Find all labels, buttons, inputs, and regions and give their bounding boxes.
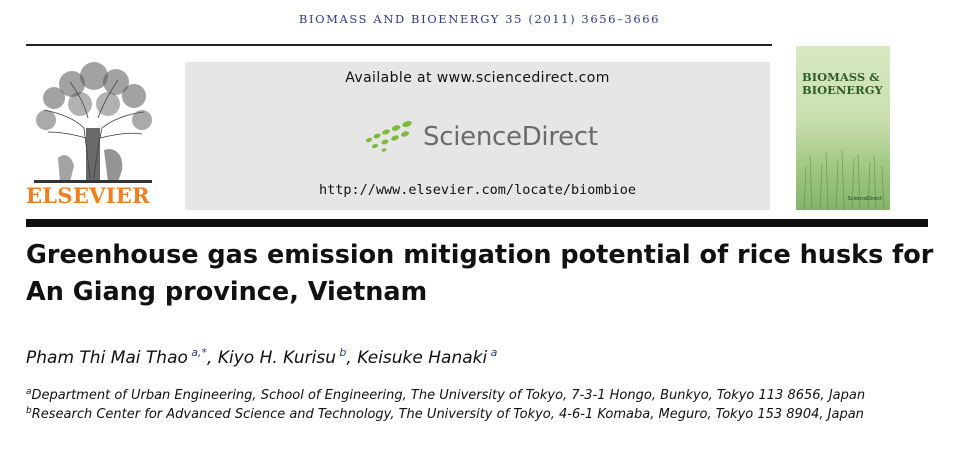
cover-footer-brand: ScienceDirect [847, 196, 882, 202]
journal-cover-image: BIOMASS & BIOENERGY ScienceDirect [796, 46, 890, 210]
cover-grass-illustration [803, 149, 885, 210]
sciencedirect-banner: Available at www.sciencedirect.com Scien… [185, 62, 770, 210]
affiliation-mark: b [26, 406, 32, 416]
author-name: Kiyo H. Kurisu [217, 348, 336, 368]
author-affiliation-mark[interactable]: a [490, 346, 498, 359]
author-name: Pham Thi Mai Thao [26, 348, 188, 368]
available-at-text: Available at www.sciencedirect.com [345, 70, 610, 86]
author-list: Pham Thi Mai Thao a,*, Kiyo H. Kurisu b,… [26, 346, 497, 368]
affiliation-mark: a [26, 387, 32, 397]
cover-title-line2: BIOENERGY [802, 83, 883, 97]
sciencedirect-leaf-icon [365, 120, 412, 152]
journal-url-link[interactable]: http://www.elsevier.com/locate/biombioe [319, 182, 636, 198]
author-separator: , [207, 348, 218, 368]
article-title: Greenhouse gas emission mitigation poten… [26, 240, 934, 307]
elsevier-wordmark: ELSEVIER [26, 183, 150, 208]
header-rule [26, 44, 772, 46]
journal-citation: BIOMASS AND BIOENERGY 35 (2011) 3656–366… [298, 12, 661, 26]
cover-title-line1: BIOMASS & [802, 70, 880, 84]
affiliation-text: Department of Urban Engineering, School … [31, 388, 866, 403]
author-separator: , [346, 348, 358, 368]
affiliation-text: Research Center for Advanced Science and… [31, 407, 864, 422]
author-affiliation-mark[interactable]: a,* [191, 346, 208, 359]
title-rule [26, 219, 928, 227]
affiliation-b: bResearch Center for Advanced Science an… [26, 406, 864, 422]
author-affiliation-mark[interactable]: b [339, 346, 347, 359]
affiliation-a: aDepartment of Urban Engineering, School… [26, 387, 865, 403]
cover-title: BIOMASS & BIOENERGY [802, 71, 886, 97]
elsevier-tree-logo [34, 62, 152, 183]
author-name: Keisuke Hanaki [357, 348, 488, 368]
sciencedirect-brand-text: ScienceDirect [423, 122, 598, 152]
